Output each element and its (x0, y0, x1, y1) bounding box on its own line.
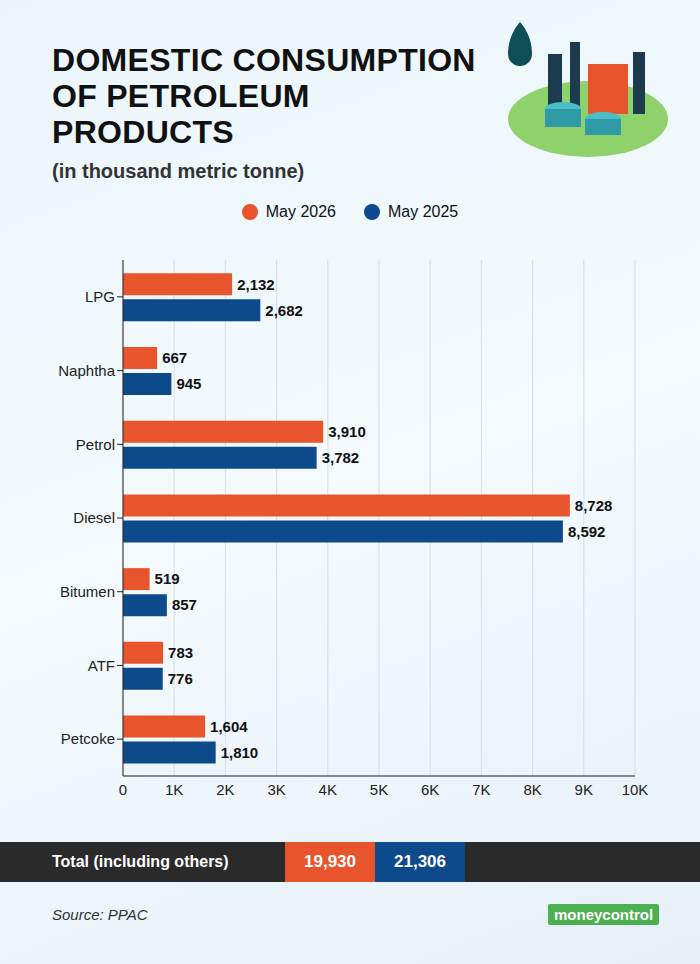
html-text:May 2025: May 2025 (388, 203, 459, 220)
svg-text:3,910: 3,910 (328, 423, 366, 440)
svg-text:3,782: 3,782 (322, 449, 360, 466)
svg-text:945: 945 (176, 375, 201, 392)
svg-text:8,592: 8,592 (568, 523, 606, 540)
svg-text:10K: 10K (622, 781, 649, 798)
svg-text:783: 783 (168, 644, 193, 661)
svg-text:2K: 2K (216, 781, 234, 798)
svg-text:3K: 3K (267, 781, 285, 798)
html-text:Source: PPAC: Source: PPAC (52, 906, 148, 923)
svg-text:0: 0 (119, 781, 127, 798)
svg-text:8,728: 8,728 (575, 497, 613, 514)
svg-text:Petrol: Petrol (76, 436, 115, 453)
svg-text:2,132: 2,132 (237, 276, 275, 293)
svg-text:519: 519 (155, 570, 180, 587)
svg-text:1K: 1K (165, 781, 183, 798)
html-text:Total (including others): Total (including others) (52, 853, 229, 870)
html-text:DOMESTIC CONSUMPTION OF PETROL: DOMESTIC CONSUMPTION OF PETROLEUM PRODUC… (52, 42, 476, 150)
svg-text:6K: 6K (421, 781, 439, 798)
svg-text:9K: 9K (575, 781, 593, 798)
svg-text:7K: 7K (472, 781, 490, 798)
svg-text:857: 857 (172, 596, 197, 613)
svg-text:5K: 5K (370, 781, 388, 798)
svg-text:LPG: LPG (85, 288, 115, 305)
svg-text:4K: 4K (319, 781, 337, 798)
svg-text:1,810: 1,810 (221, 744, 259, 761)
html-text:moneycontrol: moneycontrol (554, 906, 654, 923)
svg-text:ATF: ATF (88, 657, 115, 674)
svg-text:667: 667 (162, 349, 187, 366)
html-text:21,306: 21,306 (394, 852, 446, 871)
html-text:19,930: 19,930 (304, 852, 356, 871)
svg-text:Bitumen: Bitumen (60, 583, 115, 600)
html-text:(in thousand metric tonne): (in thousand metric tonne) (52, 160, 305, 182)
svg-text:8K: 8K (523, 781, 541, 798)
html-text:May 2026: May 2026 (265, 203, 336, 220)
svg-text:776: 776 (168, 670, 193, 687)
svg-text:Petcoke: Petcoke (61, 730, 115, 747)
svg-text:1,604: 1,604 (210, 718, 248, 735)
svg-text:Diesel: Diesel (73, 509, 115, 526)
svg-text:Naphtha: Naphtha (58, 362, 115, 379)
svg-text:2,682: 2,682 (265, 302, 303, 319)
